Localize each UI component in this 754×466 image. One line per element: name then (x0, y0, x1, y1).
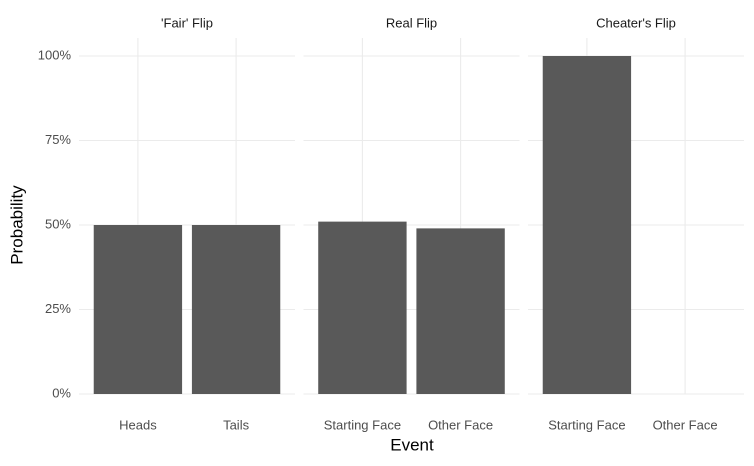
x-tick-label: Other Face (428, 417, 493, 432)
y-tick-label: 0% (52, 385, 71, 400)
x-tick-label: Other Face (653, 417, 718, 432)
y-tick-label: 50% (45, 216, 71, 231)
x-axis-title: Event (390, 435, 434, 454)
y-axis-title: Probability (7, 185, 26, 265)
y-tick-label: 25% (45, 301, 71, 316)
bar (416, 228, 505, 394)
facet-title: 'Fair' Flip (161, 15, 213, 30)
x-tick-label: Starting Face (324, 417, 401, 432)
bar (93, 225, 183, 394)
facet-title: Real Flip (386, 15, 437, 30)
bar (318, 221, 407, 394)
y-tick-label: 75% (45, 132, 71, 147)
facet-title: Cheater's Flip (596, 15, 676, 30)
bar (542, 56, 632, 394)
x-tick-label: Starting Face (548, 417, 625, 432)
y-tick-label: 100% (38, 47, 72, 62)
x-tick-label: Tails (223, 417, 250, 432)
bar (191, 225, 281, 394)
x-tick-label: Heads (119, 417, 157, 432)
